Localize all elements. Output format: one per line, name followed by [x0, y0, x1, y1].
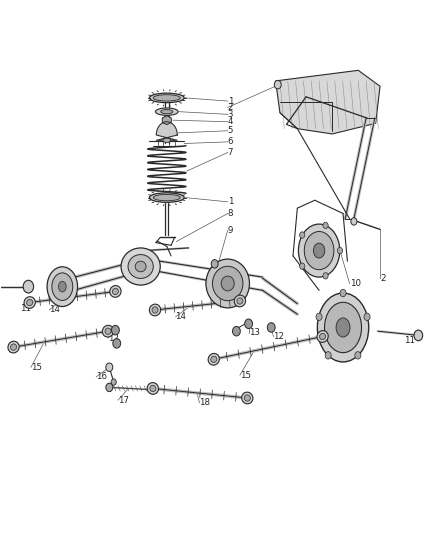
- Circle shape: [316, 313, 322, 320]
- Circle shape: [340, 289, 346, 297]
- Circle shape: [274, 80, 281, 89]
- Ellipse shape: [161, 110, 173, 114]
- Circle shape: [364, 313, 370, 320]
- Text: 18: 18: [199, 398, 210, 407]
- Ellipse shape: [102, 325, 114, 337]
- Text: 10: 10: [350, 279, 360, 288]
- Text: 2: 2: [228, 103, 233, 112]
- Ellipse shape: [304, 231, 334, 270]
- Text: 17: 17: [118, 395, 129, 405]
- Circle shape: [23, 280, 34, 293]
- Ellipse shape: [128, 255, 153, 278]
- Circle shape: [112, 325, 119, 335]
- Circle shape: [113, 338, 120, 348]
- Text: 11: 11: [20, 304, 31, 313]
- Text: 14: 14: [176, 312, 187, 321]
- Ellipse shape: [135, 261, 146, 272]
- Text: 1: 1: [228, 197, 233, 206]
- Ellipse shape: [150, 385, 156, 392]
- Ellipse shape: [318, 293, 369, 362]
- Circle shape: [111, 379, 116, 385]
- Ellipse shape: [208, 353, 219, 365]
- Text: 3: 3: [228, 110, 233, 119]
- Circle shape: [211, 260, 218, 268]
- Ellipse shape: [325, 302, 361, 353]
- Text: 14: 14: [49, 305, 60, 314]
- Circle shape: [325, 352, 331, 359]
- Circle shape: [233, 326, 240, 336]
- Circle shape: [351, 217, 357, 225]
- Text: 12: 12: [108, 334, 119, 343]
- Ellipse shape: [298, 224, 340, 277]
- Text: 11: 11: [404, 336, 415, 345]
- Ellipse shape: [113, 288, 118, 295]
- Text: 15: 15: [31, 363, 42, 372]
- Text: 2: 2: [380, 273, 385, 282]
- Ellipse shape: [27, 300, 33, 306]
- Polygon shape: [162, 116, 171, 125]
- Ellipse shape: [206, 259, 250, 308]
- Ellipse shape: [317, 330, 328, 342]
- Polygon shape: [276, 70, 380, 134]
- Text: 12: 12: [273, 332, 284, 341]
- Ellipse shape: [58, 281, 66, 292]
- Ellipse shape: [152, 307, 158, 313]
- Ellipse shape: [121, 248, 160, 285]
- Circle shape: [337, 247, 343, 254]
- Ellipse shape: [237, 298, 243, 304]
- Ellipse shape: [105, 328, 111, 334]
- Circle shape: [355, 352, 361, 359]
- Ellipse shape: [314, 243, 325, 258]
- Ellipse shape: [320, 333, 325, 340]
- Ellipse shape: [8, 341, 19, 353]
- Ellipse shape: [11, 344, 17, 350]
- Text: 13: 13: [249, 328, 260, 337]
- Circle shape: [300, 232, 305, 238]
- Ellipse shape: [153, 195, 180, 201]
- Circle shape: [106, 363, 113, 372]
- Text: 9: 9: [228, 226, 233, 235]
- Ellipse shape: [211, 356, 217, 362]
- Ellipse shape: [212, 266, 243, 301]
- Ellipse shape: [155, 108, 178, 115]
- Circle shape: [245, 319, 253, 328]
- Text: 16: 16: [96, 372, 107, 381]
- Ellipse shape: [242, 392, 253, 404]
- Circle shape: [106, 383, 113, 392]
- Text: 5: 5: [228, 126, 233, 135]
- Polygon shape: [156, 122, 177, 140]
- Circle shape: [267, 322, 275, 332]
- Text: 8: 8: [228, 209, 233, 218]
- Circle shape: [414, 330, 423, 341]
- Ellipse shape: [149, 93, 184, 103]
- Ellipse shape: [149, 304, 161, 316]
- Ellipse shape: [234, 295, 246, 307]
- Circle shape: [323, 272, 328, 279]
- Text: 7: 7: [228, 148, 233, 157]
- Ellipse shape: [244, 395, 251, 401]
- Ellipse shape: [221, 276, 234, 291]
- Text: 4: 4: [228, 117, 233, 126]
- Ellipse shape: [163, 138, 171, 142]
- Ellipse shape: [336, 318, 350, 337]
- Ellipse shape: [110, 286, 121, 297]
- Text: 1: 1: [228, 96, 233, 106]
- Ellipse shape: [52, 273, 73, 301]
- Text: 15: 15: [240, 370, 251, 379]
- Circle shape: [300, 263, 305, 269]
- Ellipse shape: [24, 297, 35, 309]
- Ellipse shape: [147, 383, 159, 394]
- Ellipse shape: [149, 193, 184, 203]
- Text: 6: 6: [228, 138, 233, 147]
- Circle shape: [323, 222, 328, 229]
- Ellipse shape: [47, 266, 78, 306]
- Ellipse shape: [153, 95, 180, 101]
